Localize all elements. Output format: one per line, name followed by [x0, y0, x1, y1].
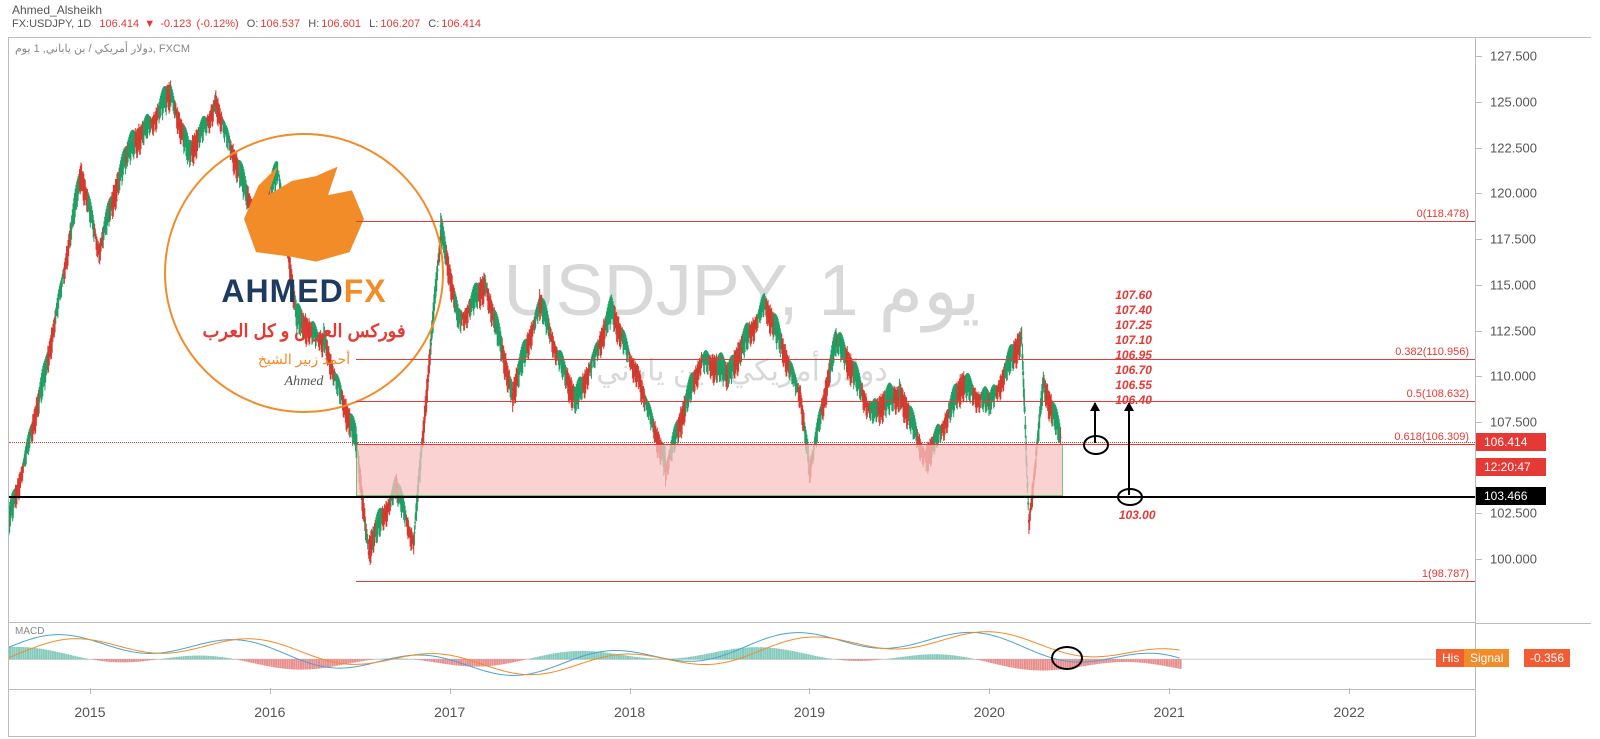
- price-tag: 103.466: [1476, 487, 1546, 505]
- o-label: O:: [247, 18, 259, 30]
- fib-line[interactable]: [356, 581, 1475, 582]
- ytick: 125.000: [1490, 94, 1537, 109]
- xtick: 2017: [434, 704, 465, 720]
- macd-y-axis: HisSignal-0.356: [1476, 622, 1591, 688]
- fib-line[interactable]: [356, 401, 1475, 402]
- fib-label: 0.382(110.956): [1395, 346, 1469, 358]
- black-support-line[interactable]: [9, 496, 1475, 498]
- demand-zone[interactable]: [356, 444, 1063, 496]
- h-label: H:: [308, 18, 319, 30]
- symbol-tf: FX:USDJPY, 1D: [12, 18, 91, 30]
- fib-line[interactable]: [356, 359, 1475, 360]
- macd-signal-value: -0.356: [1524, 649, 1570, 667]
- mark-ellipse[interactable]: [1117, 488, 1143, 506]
- price-y-axis: 127.500 125.000 122.500 120.000 117.500 115.0…: [1476, 37, 1591, 624]
- xtick: 2020: [974, 704, 1005, 720]
- macd-ellipse[interactable]: [1051, 646, 1083, 670]
- h-val: 106.601: [321, 18, 361, 30]
- price-chart[interactable]: USDJPY, 1 يوم دولار أمريكي / ين ياباني د…: [8, 37, 1476, 624]
- fib-label: 1(98.787): [1422, 568, 1469, 580]
- ytick: 112.500: [1490, 323, 1536, 338]
- xtick: 2021: [1154, 704, 1185, 720]
- l-label: L:: [369, 18, 378, 30]
- xtick: 2022: [1334, 704, 1365, 720]
- price-dotted-line: [9, 442, 1475, 443]
- fib-line[interactable]: [356, 444, 1475, 445]
- chart-root: Ahmed_Alsheikh FX:USDJPY, 1D 106.414 ▼ -…: [0, 0, 1600, 739]
- fib-label: 0(118.478): [1417, 208, 1469, 220]
- ohlc-line: FX:USDJPY, 1D 106.414 ▼ -0.123 (-0.12%) …: [12, 18, 483, 30]
- xtick: 2016: [254, 704, 285, 720]
- logo-brand-b: FX: [344, 273, 387, 309]
- ytick: 100.000: [1490, 552, 1537, 567]
- xtick: 2019: [794, 704, 825, 720]
- c-val: 106.414: [441, 18, 481, 30]
- ytick: 115.000: [1490, 277, 1536, 292]
- macd-signal-badge: Signal: [1464, 649, 1509, 667]
- o-val: 106.537: [260, 18, 300, 30]
- last-price: 106.414: [99, 18, 139, 30]
- l-val: 106.207: [380, 18, 420, 30]
- logo-brand: AHMEDFX: [221, 273, 386, 310]
- price-tag: 106.414: [1476, 433, 1546, 451]
- arrow[interactable]: [1128, 403, 1130, 495]
- fib-label: 0.5(108.632): [1407, 388, 1469, 400]
- ytick: 122.500: [1490, 140, 1537, 155]
- c-label: C:: [428, 18, 439, 30]
- xtick: 2018: [614, 704, 645, 720]
- change: -0.123: [160, 18, 191, 30]
- logo-line2: فوركس العراق و كل العرب: [202, 321, 405, 342]
- ytick: 110.000: [1490, 369, 1536, 384]
- logo-line3: أحمد زبير الشيخ: [258, 351, 350, 368]
- price-tag: 12:20:47: [1476, 458, 1546, 476]
- macd-his-badge: His: [1436, 649, 1465, 667]
- ytick: 127.500: [1490, 49, 1537, 64]
- ytick: 102.500: [1490, 506, 1537, 521]
- target-list: 107.60107.40107.25107.10106.95106.70106.…: [1115, 288, 1152, 408]
- logo-brand-a: AHMED: [221, 273, 343, 309]
- ytick: 120.000: [1490, 186, 1537, 201]
- macd-svg: [9, 623, 1475, 689]
- xtick: 2015: [74, 704, 105, 720]
- time-x-axis: 2015 2016 2017 2018 2019 2020 2021 2022: [8, 688, 1476, 737]
- target-bottom: 103.00: [1119, 508, 1156, 523]
- author-name: Ahmed_Alsheikh: [12, 3, 102, 17]
- fib-line[interactable]: [356, 221, 1475, 222]
- macd-panel[interactable]: MACD: [8, 622, 1476, 690]
- brand-logo: AHMEDFX فوركس العراق و كل العرب أحمد زبي…: [164, 133, 444, 413]
- change-pct: (-0.12%): [196, 18, 238, 30]
- mark-ellipse[interactable]: [1083, 435, 1109, 455]
- arrow-down-icon: ▼: [144, 18, 155, 30]
- logo-signature: Ahmed: [285, 374, 324, 390]
- ytick: 107.500: [1490, 414, 1537, 429]
- ytick: 117.500: [1490, 232, 1536, 247]
